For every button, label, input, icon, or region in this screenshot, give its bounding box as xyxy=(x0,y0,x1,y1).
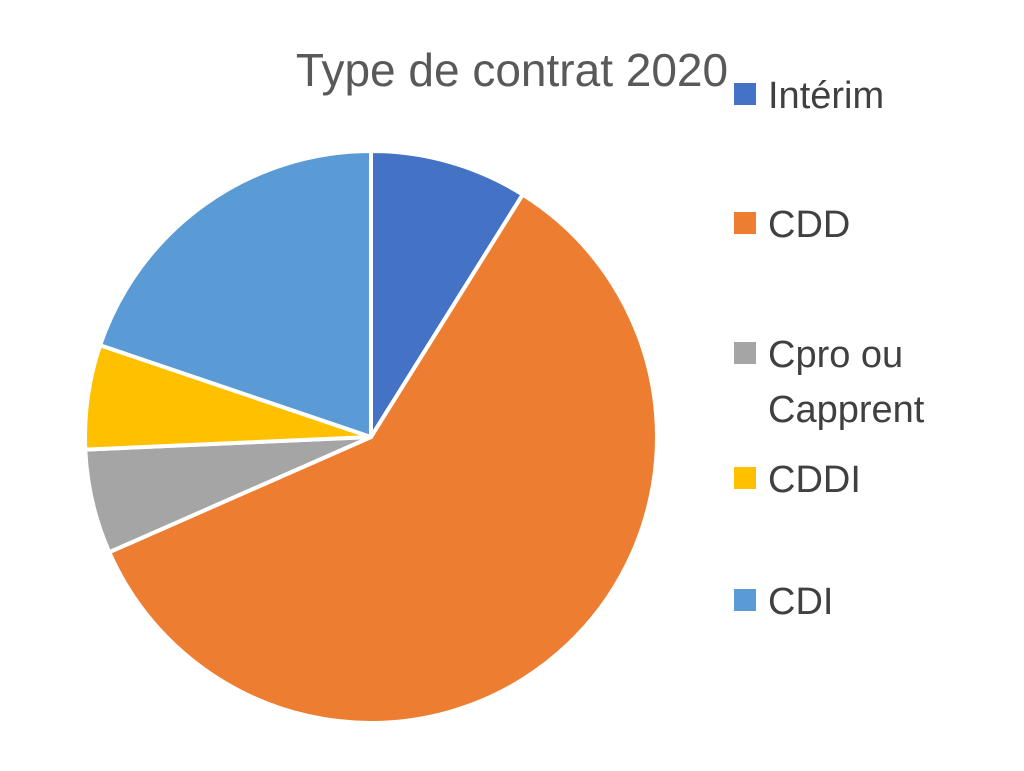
pie-slice-2 xyxy=(107,192,659,725)
legend-marker-3 xyxy=(734,342,756,364)
legend-label-4: CDDI xyxy=(768,459,861,501)
legend-marker-2 xyxy=(734,212,756,234)
legend-marker-5 xyxy=(734,589,756,611)
legend-marker-1 xyxy=(734,83,756,105)
legend-label-5: CDI xyxy=(768,581,833,623)
pie-slice-1 xyxy=(369,149,525,439)
legend: Intérim CDD Cpro ou Capprent CDDI CDI xyxy=(734,75,925,623)
pie-slice-5 xyxy=(98,149,373,439)
pie-slices xyxy=(83,149,659,725)
legend-label-3-line-1: Cpro ou xyxy=(768,334,903,376)
legend-label-2: CDD xyxy=(768,204,850,246)
chart-title: Type de contrat 2020 xyxy=(296,44,728,96)
legend-marker-4 xyxy=(734,467,756,489)
legend-label-1: Intérim xyxy=(768,75,884,117)
legend-label-3-line-2: Capprent xyxy=(768,389,925,431)
